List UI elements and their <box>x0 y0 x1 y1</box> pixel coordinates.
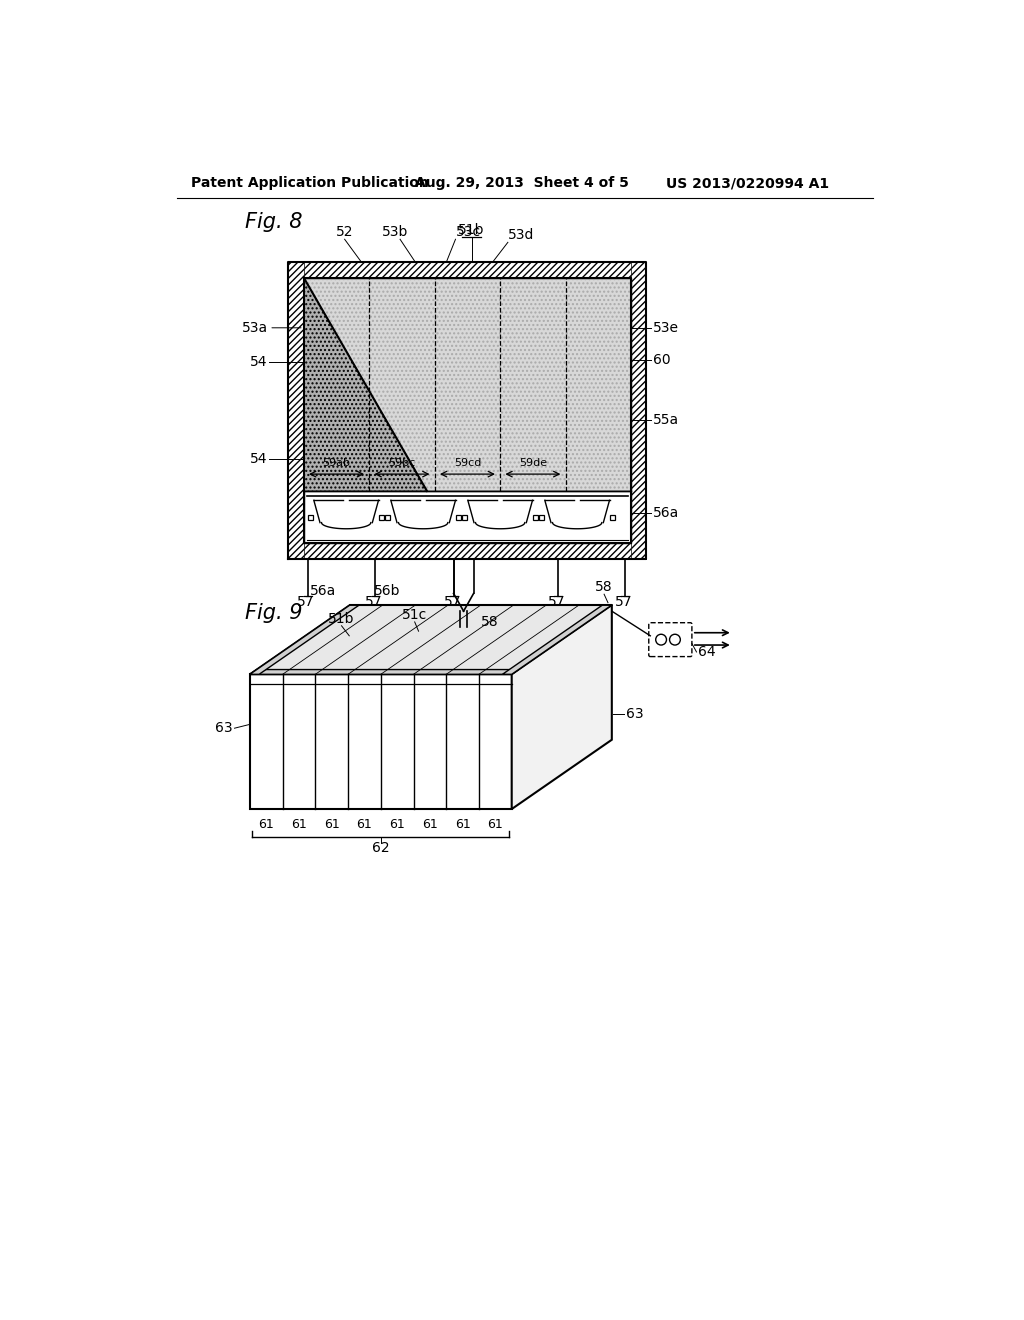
Polygon shape <box>250 669 518 675</box>
Text: 58: 58 <box>481 615 499 628</box>
Text: 56a: 56a <box>652 506 679 520</box>
Bar <box>463 515 467 520</box>
Text: 59bc: 59bc <box>388 458 416 469</box>
Text: 52: 52 <box>336 226 353 239</box>
Text: 61: 61 <box>487 818 503 832</box>
Text: 58: 58 <box>595 581 613 594</box>
Text: 59de: 59de <box>519 458 547 469</box>
Bar <box>304 277 631 491</box>
Polygon shape <box>250 675 512 809</box>
Text: 61: 61 <box>324 818 340 832</box>
Text: 51c: 51c <box>402 609 427 622</box>
Text: 62: 62 <box>372 841 389 855</box>
Polygon shape <box>289 263 646 277</box>
Bar <box>534 515 538 520</box>
Text: 54: 54 <box>250 355 267 370</box>
Bar <box>308 515 313 520</box>
Bar <box>610 515 614 520</box>
Text: 56a: 56a <box>310 585 336 598</box>
Circle shape <box>655 635 667 645</box>
Bar <box>457 515 461 520</box>
Circle shape <box>670 635 680 645</box>
Text: 63: 63 <box>215 721 233 735</box>
Text: 61: 61 <box>356 818 373 832</box>
Text: 56b: 56b <box>374 585 400 598</box>
Text: 53b: 53b <box>382 226 409 239</box>
Bar <box>540 515 544 520</box>
Bar <box>379 515 384 520</box>
Text: 57: 57 <box>297 595 314 609</box>
Text: 54: 54 <box>250 451 267 466</box>
Text: 57: 57 <box>443 595 461 609</box>
Text: 61: 61 <box>291 818 307 832</box>
Text: 60: 60 <box>652 354 671 367</box>
Bar <box>304 277 631 491</box>
Polygon shape <box>250 605 611 675</box>
Polygon shape <box>250 605 359 675</box>
Polygon shape <box>289 263 304 558</box>
Text: 63: 63 <box>626 708 643 721</box>
Text: 53a: 53a <box>242 321 267 335</box>
Polygon shape <box>304 277 427 491</box>
Text: 59ab: 59ab <box>323 458 350 469</box>
Polygon shape <box>631 263 646 558</box>
Text: 53e: 53e <box>652 321 679 335</box>
Text: 59cd: 59cd <box>454 458 481 469</box>
Text: 61: 61 <box>455 818 470 832</box>
Polygon shape <box>503 605 611 675</box>
Text: 51b: 51b <box>329 611 354 626</box>
Text: 61: 61 <box>422 818 438 832</box>
FancyBboxPatch shape <box>649 623 692 656</box>
Bar <box>385 515 390 520</box>
Bar <box>304 491 631 544</box>
Text: Patent Application Publication: Patent Application Publication <box>190 176 428 190</box>
Text: 57: 57 <box>614 595 632 609</box>
Text: US 2013/0220994 A1: US 2013/0220994 A1 <box>666 176 828 190</box>
Text: Fig. 8: Fig. 8 <box>245 211 302 231</box>
Text: Fig. 9: Fig. 9 <box>245 603 302 623</box>
Text: 55a: 55a <box>652 413 679 428</box>
Text: 53c: 53c <box>456 226 480 239</box>
Text: 64: 64 <box>698 645 716 659</box>
Text: 53d: 53d <box>508 228 535 243</box>
Text: Aug. 29, 2013  Sheet 4 of 5: Aug. 29, 2013 Sheet 4 of 5 <box>416 176 630 190</box>
Text: 51b: 51b <box>459 223 485 238</box>
Text: 57: 57 <box>366 595 383 609</box>
Text: 61: 61 <box>389 818 406 832</box>
Text: 57: 57 <box>548 595 565 609</box>
Text: 61: 61 <box>258 818 274 832</box>
Polygon shape <box>289 544 646 558</box>
Polygon shape <box>512 605 611 809</box>
